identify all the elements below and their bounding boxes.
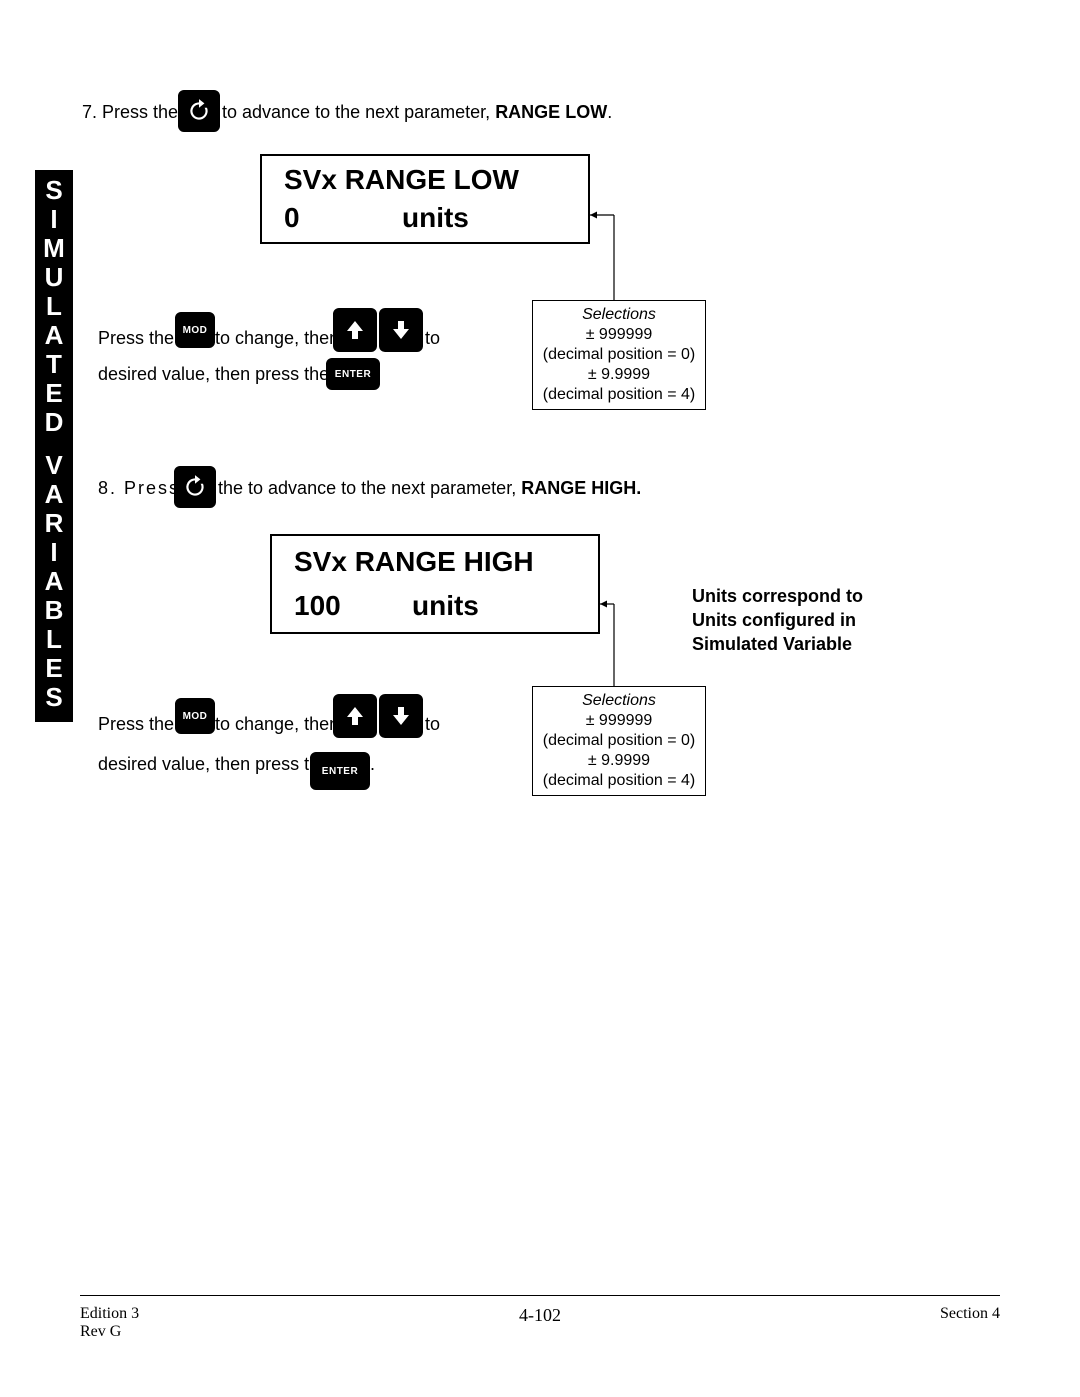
step7-suffix-a: to advance to the next parameter, — [222, 102, 495, 122]
callout2-l1: ± 999999 — [539, 711, 699, 731]
up-arrow-key-icon — [333, 308, 377, 352]
enter-key-label-2: ENTER — [322, 766, 358, 777]
instr2-a: Press the — [98, 714, 174, 735]
enter-key-icon-2: ENTER — [310, 752, 370, 790]
step7-suffix-b: . — [607, 102, 612, 122]
panel2-value: 100 — [294, 590, 341, 622]
callout2-l4: (decimal position = 4) — [539, 771, 699, 791]
callout1-l2: (decimal position = 0) — [539, 345, 699, 365]
step8-prefix: 8. Press — [98, 478, 180, 499]
selections-callout-high: Selections ± 999999 (decimal position = … — [532, 686, 706, 796]
units-note: Units correspond to Units configured in … — [692, 584, 863, 656]
step7-suffix: to advance to the next parameter, RANGE … — [222, 102, 612, 123]
footer-page-number: 4-102 — [0, 1305, 1080, 1326]
display-panel-range-low: SVx RANGE LOW 0 units — [260, 154, 590, 244]
instr2-d: desired value, then press the — [98, 754, 329, 775]
panel2-units: units — [412, 590, 479, 622]
mod-key-icon-2: MOD — [175, 698, 215, 734]
instr2-c: to — [425, 714, 440, 735]
step8-suffix-a: the to advance to the next parameter, — [218, 478, 521, 498]
note-l3: Simulated Variable — [692, 632, 863, 656]
advance-key-icon — [178, 90, 220, 132]
instr1-a: Press the — [98, 328, 174, 349]
down-arrow-key-icon — [379, 308, 423, 352]
callout2-title: Selections — [539, 691, 699, 711]
step8-suffix: the to advance to the next parameter, RA… — [218, 478, 641, 499]
mod-key-label-2: MOD — [183, 711, 208, 722]
instr2-b: to change, then — [215, 714, 339, 735]
advance-key-icon-2 — [174, 466, 216, 508]
panel1-units: units — [402, 202, 469, 234]
note-l2: Units configured in — [692, 608, 863, 632]
step8-bold: RANGE HIGH. — [521, 478, 641, 498]
mod-key-label: MOD — [183, 325, 208, 336]
side-label-simulated-variables: SIMULATEDVARIABLES — [35, 170, 73, 722]
instr2-e: . — [370, 754, 375, 775]
up-arrow-key-icon-2 — [333, 694, 377, 738]
display-panel-range-high: SVx RANGE HIGH 100 units — [270, 534, 600, 634]
callout1-l3: ± 9.9999 — [539, 365, 699, 385]
callout2-l3: ± 9.9999 — [539, 751, 699, 771]
document-page: SIMULATEDVARIABLES 7. Press the to advan… — [0, 0, 1080, 1397]
selections-callout-low: Selections ± 999999 (decimal position = … — [532, 300, 706, 410]
footer-rule — [80, 1295, 1000, 1296]
enter-key-label: ENTER — [335, 369, 371, 380]
step7-bold: RANGE LOW — [495, 102, 607, 122]
down-arrow-key-icon-2 — [379, 694, 423, 738]
note-l1: Units correspond to — [692, 584, 863, 608]
callout1-title: Selections — [539, 305, 699, 325]
step7-prefix: 7. Press the — [82, 102, 178, 123]
instr1-b: to change, then — [215, 328, 339, 349]
callout1-l4: (decimal position = 4) — [539, 385, 699, 405]
instr1-d: desired value, then press the . — [98, 364, 339, 385]
callout2-l2: (decimal position = 0) — [539, 731, 699, 751]
callout1-l1: ± 999999 — [539, 325, 699, 345]
footer-section: Section 4 — [940, 1305, 1000, 1323]
instr1-c: to — [425, 328, 440, 349]
enter-key-icon: ENTER — [326, 358, 380, 390]
panel2-title: SVx RANGE HIGH — [294, 546, 534, 578]
panel1-title: SVx RANGE LOW — [284, 164, 519, 196]
mod-key-icon: MOD — [175, 312, 215, 348]
panel1-value: 0 — [284, 202, 300, 234]
